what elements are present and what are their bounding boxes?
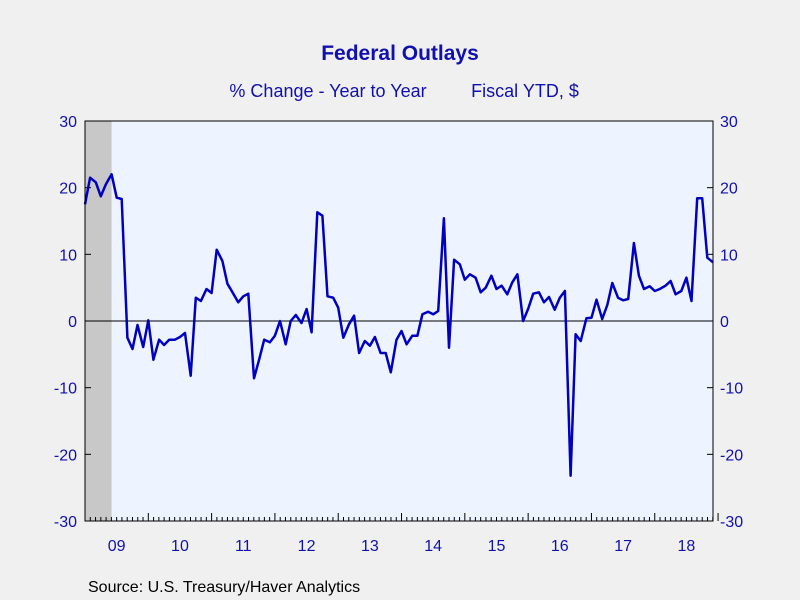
y-tick-label-left: -20	[54, 447, 77, 464]
plot-frame	[84, 120, 714, 522]
right-y-axis-labels: 30 20 10 0 -10 -20 -30	[720, 114, 743, 531]
x-tick-label-14: 14	[424, 538, 442, 555]
series-group	[83, 173, 714, 477]
series-line-0	[83, 173, 714, 477]
y-tick-label-left: 10	[59, 247, 77, 264]
x-tick-label-16: 16	[551, 538, 569, 555]
x-tick-label-10: 10	[171, 538, 189, 555]
x-tick-label-18: 18	[678, 538, 696, 555]
x-tick-label-12: 12	[298, 538, 316, 555]
y-tick-label-right: -30	[720, 514, 743, 531]
y-tick-label-left: -10	[54, 381, 77, 398]
source-note: Source: U.S. Treasury/Haver Analytics	[88, 579, 360, 596]
left-y-axis-labels: 30 20 10 0 -10 -20 -30	[54, 114, 77, 531]
y-tick-label-left: 20	[59, 181, 77, 198]
x-axis-labels: 09 10 11 12 13 14 15 16 17 18	[108, 538, 696, 555]
y-tick-label-right: 30	[720, 114, 738, 131]
chart-subtitle-basis: Fiscal YTD, $	[471, 81, 579, 101]
x-tick-label-11: 11	[235, 538, 252, 555]
y-tick-label-right: 10	[720, 247, 738, 264]
y-tick-label-left: -30	[54, 514, 77, 531]
y-tick-label-right: -10	[720, 381, 743, 398]
y-tick-label-left: 30	[59, 114, 77, 131]
chart-subtitle-measure: % Change - Year to Year	[229, 81, 426, 101]
x-tick-label-13: 13	[361, 538, 379, 555]
y-tick-label-right: 0	[720, 314, 729, 331]
y-tick-label-right: -20	[720, 447, 743, 464]
y-tick-label-right: 20	[720, 181, 738, 198]
x-tick-label-17: 17	[614, 538, 632, 555]
x-tick-label-15: 15	[488, 538, 506, 555]
y-tick-label-left: 0	[68, 314, 77, 331]
chart-title: Federal Outlays	[321, 42, 479, 65]
x-tick-label-09: 09	[108, 538, 126, 555]
